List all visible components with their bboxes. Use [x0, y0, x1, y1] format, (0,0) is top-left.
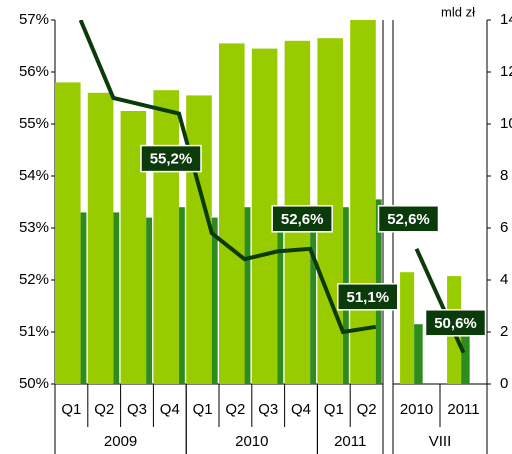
data-label: 50,6% — [434, 315, 477, 332]
y2-tick-label: 14 — [500, 11, 512, 28]
x-tick-label: Q2 — [357, 401, 377, 418]
bar — [277, 209, 284, 384]
data-label-box — [140, 144, 202, 173]
data-label: 52,6% — [281, 211, 324, 228]
line — [78, 20, 377, 335]
y-tick-label: 52% — [19, 271, 49, 288]
bar — [244, 207, 251, 384]
x-tick-label: Q1 — [61, 401, 81, 418]
y-tick-label: 56% — [19, 63, 49, 80]
data-label: 51,1% — [347, 289, 390, 306]
group-label: 2010 — [235, 433, 268, 450]
y2-tick-label: 12 — [500, 63, 512, 80]
x-tick-label: 2011 — [447, 401, 479, 418]
bar — [178, 207, 185, 384]
bar — [153, 90, 179, 384]
data-label-box — [271, 205, 333, 233]
x-tick-label: Q1 — [324, 401, 344, 418]
bar — [400, 272, 415, 384]
y-tick-label: 54% — [19, 167, 49, 184]
x-tick-label: Q3 — [127, 401, 147, 418]
data-label: 52,6% — [387, 211, 430, 228]
bar — [211, 217, 218, 384]
x-tick-label: 2010 — [400, 401, 433, 418]
x-tick-label: Q1 — [193, 401, 213, 418]
bar — [186, 95, 212, 384]
bar — [80, 212, 87, 384]
y2-tick-label: 10 — [500, 115, 512, 132]
group-label: 2009 — [104, 433, 137, 450]
group-label: 2011 — [334, 433, 366, 450]
x-tick-label: Q3 — [258, 401, 278, 418]
y2-tick-label: 6 — [500, 219, 508, 236]
y-tick-label: 53% — [19, 219, 49, 236]
x-tick-label: Q2 — [94, 401, 114, 418]
y-tick-label: 50% — [19, 375, 49, 392]
bar — [146, 217, 153, 384]
bar — [461, 332, 470, 384]
bar — [350, 20, 376, 384]
data-label-box — [377, 205, 440, 233]
bar — [414, 324, 423, 384]
y-tick-label: 57% — [19, 11, 49, 28]
data-label: 55,2% — [150, 151, 193, 168]
y2-axis-label: mld zł — [441, 4, 475, 19]
y2-tick-label: 8 — [500, 167, 508, 184]
y-tick-label: 55% — [19, 115, 49, 132]
x-tick-label: Q4 — [291, 401, 311, 418]
data-label-box — [337, 283, 399, 311]
bar — [55, 82, 81, 384]
bar — [219, 43, 245, 384]
y2-tick-label: 4 — [500, 271, 508, 288]
bar — [87, 92, 114, 384]
y-tick-label: 51% — [19, 323, 49, 340]
bar — [310, 207, 317, 384]
x-tick-label: Q2 — [225, 401, 245, 418]
group-label: VIII — [429, 433, 452, 450]
data-label-box — [424, 309, 487, 337]
x-tick-label: Q4 — [160, 401, 180, 418]
y2-tick-label: 0 — [500, 375, 508, 392]
bar — [113, 212, 120, 384]
y2-tick-label: 2 — [500, 323, 508, 340]
